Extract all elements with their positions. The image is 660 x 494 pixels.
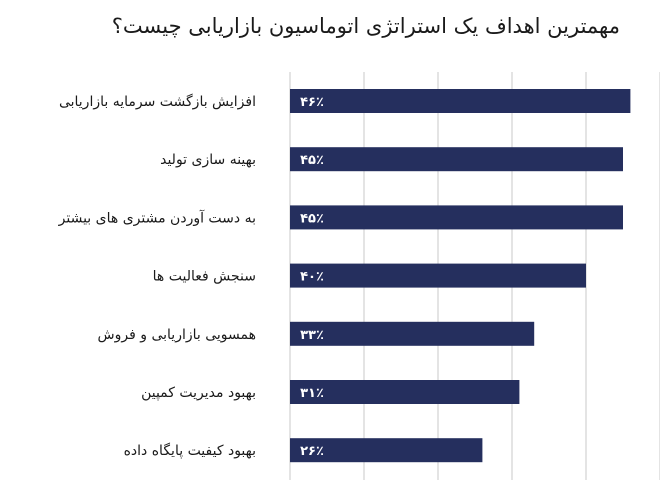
- bar: [290, 205, 623, 230]
- bar-value-label: ۴۵٪: [300, 153, 324, 168]
- category-label: سنجش فعالیت ها: [153, 269, 256, 285]
- category-label: به دست آوردن مشتری های بیشتر: [58, 209, 256, 226]
- bar: [290, 263, 586, 288]
- bar: [290, 438, 483, 463]
- bar-value-label: ۲۶٪: [300, 444, 324, 459]
- category-label: بهینه سازی تولید: [160, 152, 256, 168]
- bar-value-label: ۳۱٪: [300, 386, 324, 401]
- bar-value-label: ۴۰٪: [300, 270, 324, 285]
- category-label: بهبود کیفیت پایگاه داده: [124, 442, 256, 459]
- category-label: افزایش بازگشت سرمایه بازاریابی: [59, 93, 256, 110]
- bar: [290, 89, 631, 113]
- chart-title: مهمترین اهداف یک استراتژی اتوماسیون بازا…: [111, 14, 620, 38]
- bar: [290, 380, 520, 404]
- bar-value-label: ۴۵٪: [300, 211, 324, 226]
- bar-value-label: ۳۳٪: [300, 328, 324, 343]
- bar-value-label: ۴۶٪: [300, 95, 324, 110]
- bar: [290, 321, 535, 346]
- category-label: بهبود مدیریت کمپین: [141, 385, 256, 401]
- bar: [290, 147, 623, 172]
- category-label: همسویی بازاریابی و فروش: [98, 327, 256, 343]
